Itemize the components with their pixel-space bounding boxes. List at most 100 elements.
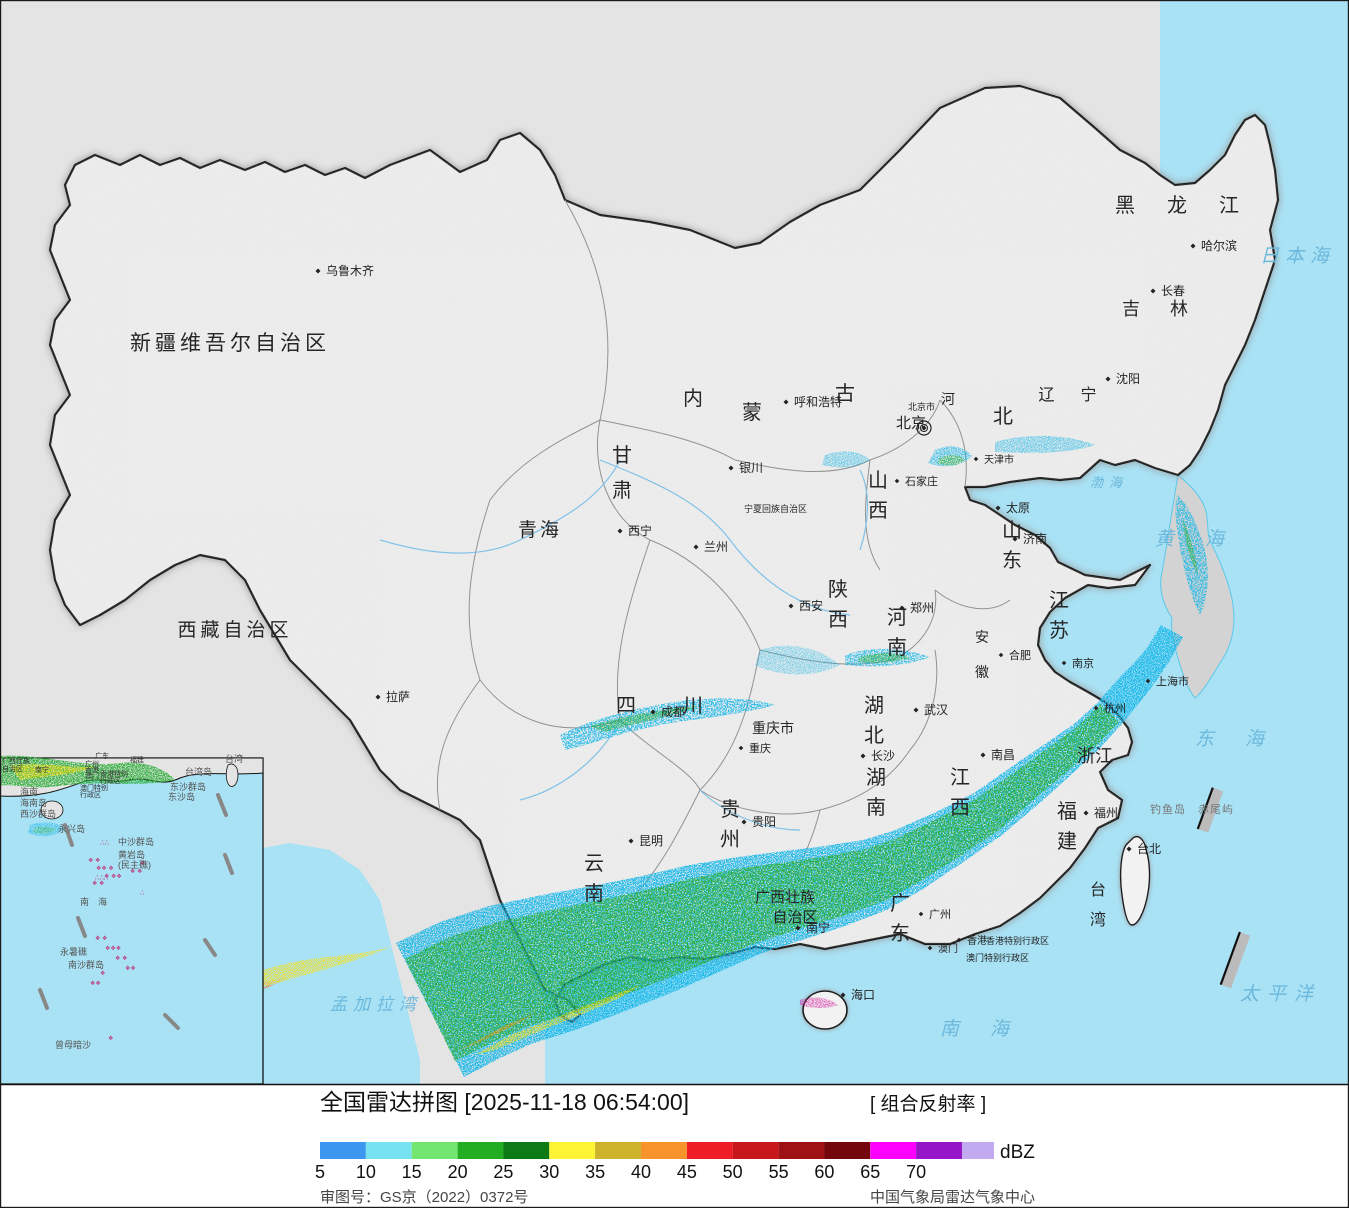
svg-text:35: 35	[585, 1162, 605, 1182]
svg-text:河: 河	[887, 606, 907, 629]
svg-text:45: 45	[677, 1162, 697, 1182]
svg-text:台湾: 台湾	[225, 753, 243, 764]
svg-text:南 海: 南 海	[940, 1019, 1015, 1040]
svg-text:20: 20	[448, 1162, 468, 1182]
svg-text:贵: 贵	[720, 798, 740, 821]
svg-text:东沙群岛: 东沙群岛	[170, 781, 206, 792]
svg-text:南: 南	[866, 796, 886, 819]
svg-text:兰州: 兰州	[704, 540, 728, 554]
svg-text:中沙群岛: 中沙群岛	[118, 836, 154, 847]
svg-text:❖: ❖	[100, 971, 105, 977]
svg-text:上海市: 上海市	[1156, 674, 1189, 688]
svg-text:30: 30	[539, 1162, 559, 1182]
svg-text:北: 北	[864, 724, 884, 747]
svg-text:合肥: 合肥	[1009, 648, 1031, 662]
svg-text:台北: 台北	[1137, 841, 1161, 856]
svg-text:南: 南	[887, 636, 907, 659]
svg-text:∴∴: ∴∴	[100, 840, 109, 847]
svg-text:南: 南	[584, 882, 604, 905]
svg-text:福州: 福州	[1094, 805, 1118, 820]
svg-text:北: 北	[993, 405, 1013, 428]
svg-text:西: 西	[828, 609, 848, 631]
svg-text:❖❖❖: ❖❖❖	[105, 946, 121, 952]
svg-text:广西壮族: 广西壮族	[755, 889, 815, 906]
svg-text:❖ ❖: ❖ ❖	[95, 936, 107, 942]
svg-text:长沙: 长沙	[871, 749, 895, 763]
svg-text:海南岛: 海南岛	[20, 797, 47, 808]
svg-text:武汉: 武汉	[924, 703, 948, 717]
svg-text:10: 10	[356, 1162, 376, 1182]
svg-text:孟加拉湾: 孟加拉湾	[330, 995, 422, 1014]
svg-text:(民主礁): (民主礁)	[118, 859, 151, 870]
svg-text:dBZ: dBZ	[1000, 1142, 1035, 1163]
svg-text:5: 5	[315, 1162, 325, 1182]
svg-text:北京市: 北京市	[908, 401, 935, 412]
svg-text:渤海: 渤海	[1090, 475, 1128, 490]
svg-text:55: 55	[769, 1162, 789, 1182]
svg-text:山: 山	[868, 469, 888, 492]
svg-text:江: 江	[950, 766, 970, 789]
svg-text:香港特别行政区: 香港特别行政区	[986, 935, 1049, 946]
svg-text:行政区: 行政区	[80, 790, 101, 799]
svg-text:南京: 南京	[1072, 656, 1094, 670]
svg-text:重庆: 重庆	[749, 741, 771, 755]
svg-text:州: 州	[720, 829, 740, 851]
svg-text:台湾岛: 台湾岛	[185, 766, 212, 777]
svg-text:❖❖ ❖: ❖❖ ❖	[96, 866, 114, 872]
svg-text:东 海: 东 海	[1195, 728, 1270, 750]
svg-text:澳门特别: 澳门特别	[80, 783, 108, 792]
svg-text:25: 25	[493, 1162, 513, 1182]
svg-text:辽 宁: 辽 宁	[1038, 386, 1101, 404]
svg-text:吉 林: 吉 林	[1122, 299, 1194, 319]
svg-text:山: 山	[1002, 519, 1022, 542]
svg-text:黄岩岛: 黄岩岛	[118, 849, 145, 860]
svg-text:∴: ∴	[140, 890, 145, 897]
svg-text:曾母暗沙: 曾母暗沙	[55, 1039, 91, 1050]
svg-text:黑 龙 江: 黑 龙 江	[1115, 194, 1245, 217]
svg-text:60: 60	[814, 1162, 834, 1182]
svg-text:贵阳: 贵阳	[752, 815, 776, 829]
svg-text:南 海: 南 海	[80, 896, 107, 907]
svg-text:杭州: 杭州	[1104, 701, 1126, 715]
svg-text:湖: 湖	[864, 694, 884, 717]
svg-text:❖❖: ❖❖	[125, 966, 136, 972]
svg-text:永兴岛: 永兴岛	[58, 823, 85, 834]
svg-text:香港: 香港	[967, 935, 987, 947]
svg-text:宁夏回族自治区: 宁夏回族自治区	[744, 503, 807, 514]
svg-text:成都: 成都	[661, 705, 685, 719]
svg-text:海南: 海南	[20, 786, 38, 797]
svg-text:长春: 长春	[1161, 284, 1185, 298]
svg-text:青海: 青海	[518, 519, 562, 541]
svg-text:银川: 银川	[739, 461, 763, 475]
svg-text:15: 15	[402, 1162, 422, 1182]
svg-text:呼和浩特: 呼和浩特	[794, 394, 842, 409]
svg-text:50: 50	[723, 1162, 743, 1182]
svg-text:建: 建	[1057, 830, 1077, 853]
svg-text:昆明: 昆明	[639, 834, 663, 848]
svg-text:西宁: 西宁	[628, 523, 652, 538]
svg-text:南宁: 南宁	[35, 765, 49, 774]
svg-text:西藏自治区: 西藏自治区	[177, 619, 292, 641]
svg-text:乌鲁木齐: 乌鲁木齐	[326, 263, 374, 278]
svg-text:西安: 西安	[799, 598, 823, 613]
svg-text:❖ ❖: ❖ ❖	[115, 956, 127, 962]
svg-text:日本海: 日本海	[1260, 246, 1335, 267]
svg-text:重庆市: 重庆市	[752, 720, 794, 736]
svg-text:南昌: 南昌	[991, 747, 1015, 762]
svg-text:❖ ❖❖: ❖ ❖❖	[104, 874, 122, 880]
svg-text:❖ ❖: ❖ ❖	[88, 858, 100, 864]
svg-text:审图号：GS京（2022）0372号: 审图号：GS京（2022）0372号	[320, 1189, 528, 1206]
svg-text:福建: 福建	[130, 755, 144, 764]
svg-text:北京: 北京	[896, 415, 926, 432]
svg-text:黄 海: 黄 海	[1155, 529, 1230, 550]
svg-text:石家庄: 石家庄	[905, 474, 938, 488]
svg-text:拉萨: 拉萨	[386, 689, 410, 704]
svg-text:西: 西	[950, 797, 970, 819]
svg-text:云: 云	[584, 853, 604, 875]
svg-text:郑州: 郑州	[910, 600, 934, 615]
svg-text:西: 西	[868, 500, 888, 522]
svg-text:钓鱼岛 赤尾屿: 钓鱼岛 赤尾屿	[1150, 802, 1234, 816]
svg-text:哈尔滨: 哈尔滨	[1201, 238, 1237, 253]
svg-text:江: 江	[1049, 589, 1069, 612]
svg-text:台: 台	[1090, 881, 1106, 899]
